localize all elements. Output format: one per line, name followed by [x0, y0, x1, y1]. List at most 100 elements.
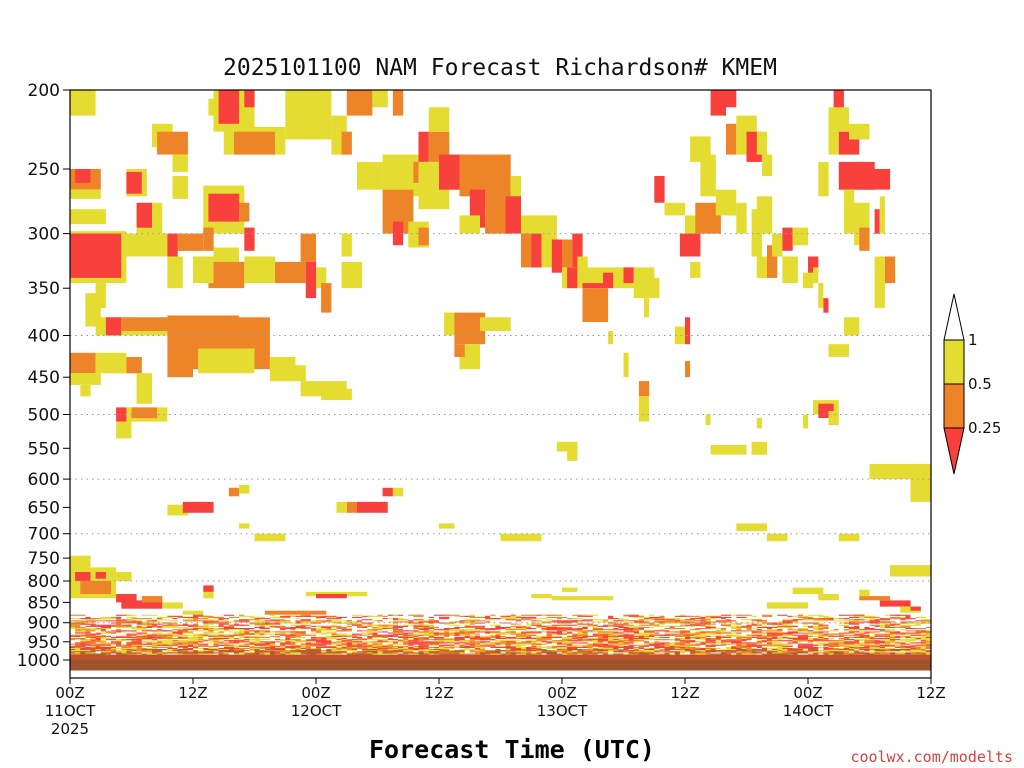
- heatmap-cell: [843, 626, 860, 628]
- heatmap-cell: [597, 633, 614, 635]
- heatmap-cell: [244, 631, 250, 633]
- heatmap-cell: [854, 635, 865, 637]
- heatmap-cell: [75, 653, 81, 655]
- heatmap-cell: [331, 643, 337, 645]
- heatmap-cell: [767, 628, 773, 630]
- heatmap-cell: [546, 614, 562, 616]
- heatmap-cell: [777, 629, 783, 631]
- heatmap-cell: [387, 634, 393, 636]
- heatmap-cell: [613, 644, 624, 646]
- heatmap-cell: [854, 648, 865, 650]
- heatmap-cell: [700, 631, 711, 633]
- heatmap-cell: [879, 653, 896, 655]
- heatmap-cell: [167, 620, 178, 622]
- heatmap-cell: [833, 90, 844, 116]
- heatmap-cell: [546, 632, 557, 634]
- heatmap-cell: [403, 641, 409, 643]
- heatmap-cell: [413, 650, 424, 652]
- heatmap-cell: [295, 631, 306, 633]
- heatmap-cell: [280, 639, 286, 641]
- heatmap-cell: [351, 641, 363, 643]
- heatmap-cell: [70, 189, 101, 199]
- heatmap-cell: [884, 630, 896, 632]
- heatmap-cell: [587, 651, 593, 653]
- heatmap-cell: [126, 357, 142, 374]
- heatmap-cell: [818, 624, 829, 626]
- heatmap-cell: [459, 653, 465, 655]
- heatmap-cell: [879, 645, 896, 647]
- heatmap-cell: [674, 622, 680, 624]
- heatmap-cell: [828, 644, 844, 646]
- heatmap-cell: [879, 196, 885, 234]
- heatmap-cell: [326, 628, 332, 630]
- heatmap-cell: [351, 633, 363, 635]
- heatmap-cell: [854, 619, 865, 621]
- heatmap-cell: [638, 635, 644, 637]
- heatmap-cell: [136, 373, 152, 404]
- heatmap-cell: [310, 615, 322, 617]
- heatmap-cell: [905, 621, 911, 623]
- heatmap-cell: [228, 621, 240, 623]
- heatmap-cell: [546, 634, 552, 636]
- heatmap-cell: [341, 644, 347, 646]
- heatmap-cell: [664, 646, 675, 648]
- heatmap-cell: [628, 641, 634, 643]
- heatmap-cell: [490, 640, 506, 642]
- heatmap-cell: [618, 651, 624, 653]
- heatmap-cell: [75, 649, 81, 651]
- heatmap-cell: [746, 648, 752, 650]
- heatmap-cell: [761, 649, 767, 651]
- heatmap-cell: [710, 639, 721, 641]
- heatmap-cell: [187, 644, 193, 646]
- heatmap-cell: [792, 651, 803, 653]
- heatmap-cell: [531, 644, 542, 646]
- heatmap-cell: [80, 643, 91, 645]
- heatmap-cell: [269, 648, 286, 650]
- heatmap-cell: [316, 618, 322, 620]
- heatmap-cell: [485, 631, 501, 633]
- heatmap-cell: [387, 644, 393, 646]
- heatmap-cell: [111, 624, 122, 626]
- heatmap-cell: [731, 646, 742, 648]
- heatmap-cell: [792, 632, 803, 634]
- heatmap-cell: [649, 624, 660, 626]
- heatmap-cell: [433, 634, 439, 636]
- heatmap-cell: [413, 628, 419, 630]
- heatmap-cell: [854, 633, 865, 635]
- heatmap-cell: [177, 632, 183, 634]
- heatmap-cell: [582, 614, 598, 616]
- heatmap-cell: [638, 396, 650, 422]
- heatmap-cell: [572, 638, 578, 640]
- heatmap-cell: [439, 649, 450, 651]
- heatmap-cell: [690, 624, 706, 626]
- heatmap-cell: [628, 625, 639, 627]
- heatmap-cell: [80, 385, 91, 397]
- heatmap-cell: [351, 649, 357, 651]
- heatmap-cell: [823, 626, 829, 628]
- heatmap-cell: [341, 640, 352, 642]
- heatmap-cell: [444, 614, 455, 616]
- heatmap-cell: [756, 629, 762, 631]
- heatmap-cell: [679, 621, 696, 623]
- heatmap-cell: [582, 619, 593, 621]
- heatmap-cell: [674, 633, 691, 635]
- heatmap-cell: [167, 315, 240, 332]
- heatmap-cell: [413, 643, 429, 645]
- heatmap-cell: [495, 638, 511, 640]
- heatmap-cell: [70, 618, 81, 620]
- heatmap-cell: [208, 622, 224, 624]
- heatmap-cell: [70, 373, 101, 385]
- heatmap-cell: [485, 629, 496, 631]
- heatmap-cell: [239, 619, 250, 621]
- heatmap-cell: [152, 640, 158, 642]
- heatmap-cell: [920, 639, 931, 641]
- heatmap-cell: [464, 630, 480, 632]
- heatmap-cell: [623, 626, 629, 628]
- heatmap-cell: [157, 652, 168, 654]
- heatmap-cell: [70, 622, 81, 624]
- heatmap-cell: [746, 629, 752, 631]
- heatmap-cell: [567, 624, 578, 626]
- heatmap-cell: [526, 636, 532, 638]
- heatmap-cell: [618, 618, 624, 620]
